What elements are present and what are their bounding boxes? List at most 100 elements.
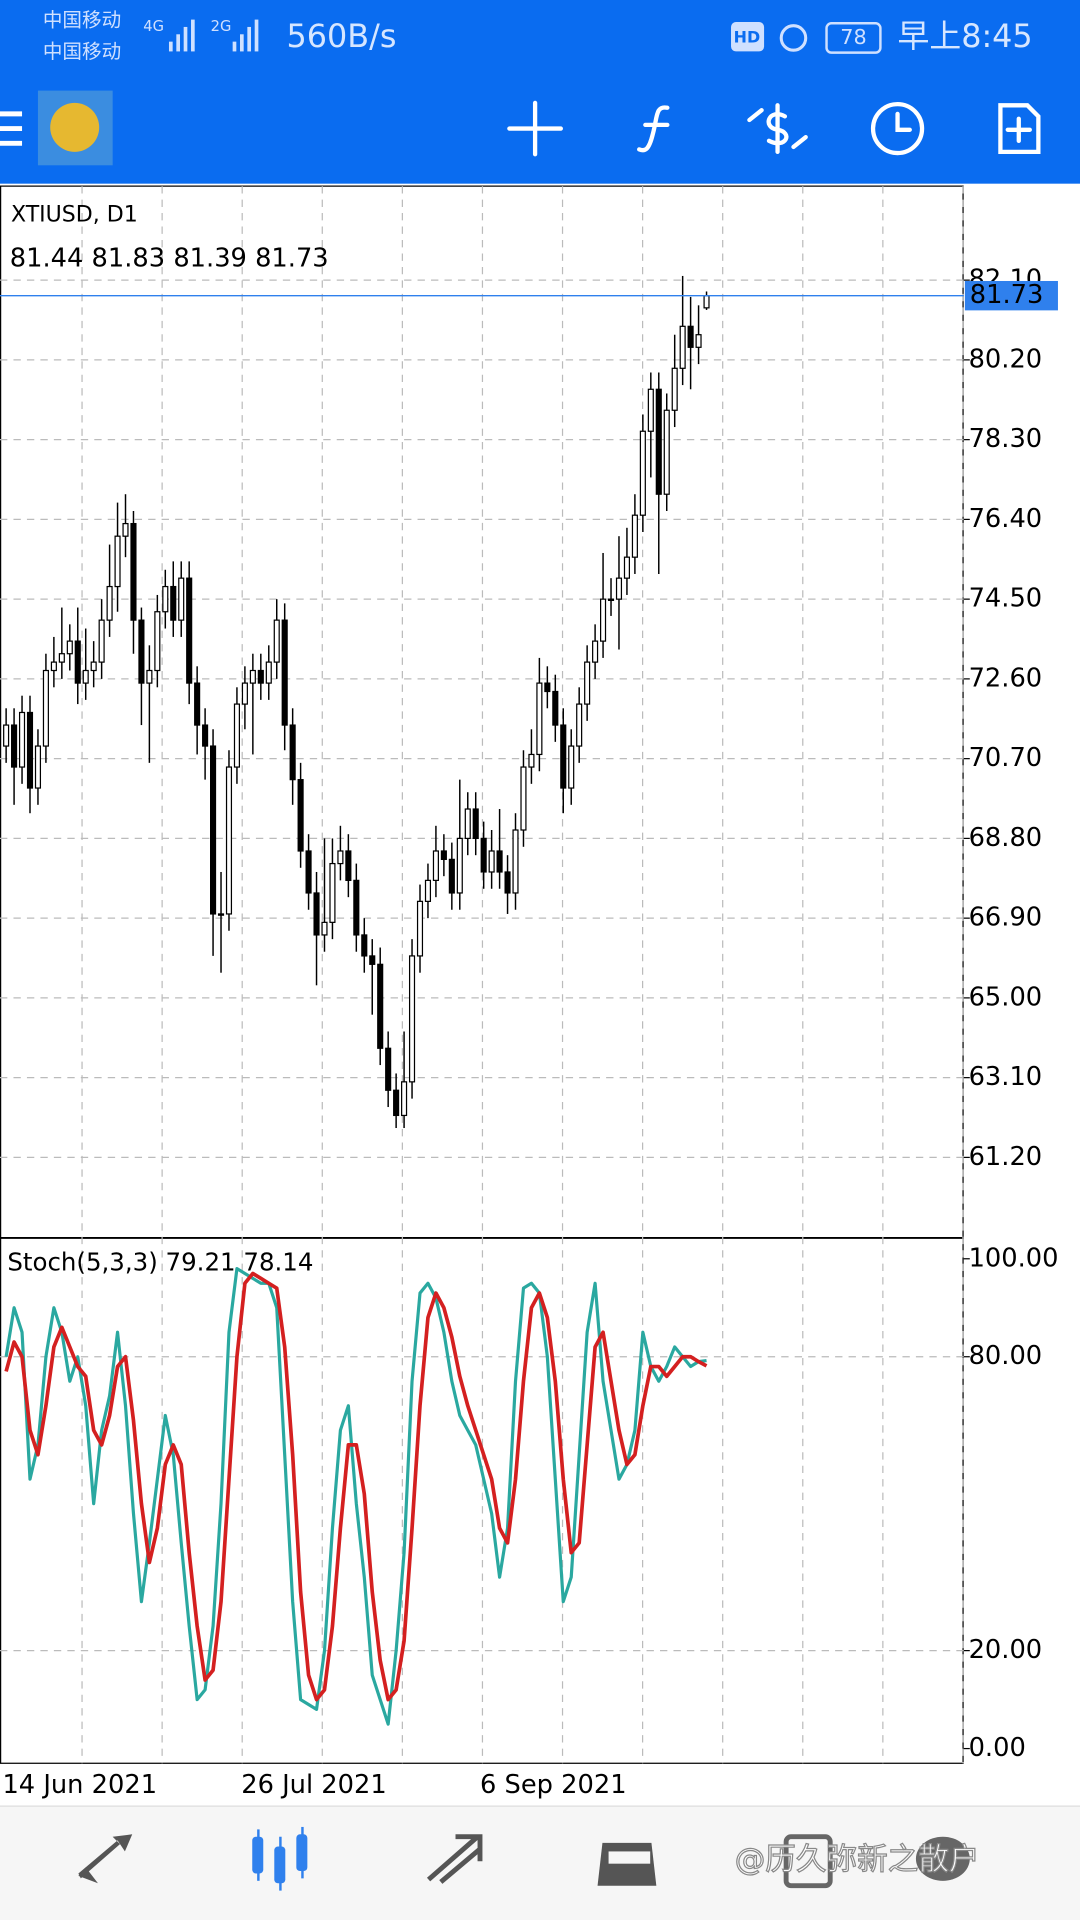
- candle-body: [424, 879, 432, 902]
- alarm-icon: [779, 24, 808, 52]
- y-tick-label: 72.60: [969, 663, 1043, 693]
- candle-body: [369, 955, 376, 965]
- y-tick-label: 78.30: [969, 424, 1043, 454]
- battery: 78: [840, 25, 866, 49]
- candle-body: [146, 669, 153, 684]
- quotes-tab[interactable]: [78, 1834, 133, 1884]
- watermark: @历久弥新之散户: [735, 1843, 980, 1878]
- candle-body: [544, 682, 551, 693]
- candle-body: [568, 745, 575, 789]
- candle-body: [170, 585, 177, 621]
- y-tick-label: 74.50: [969, 584, 1043, 614]
- chart-tab[interactable]: [252, 1826, 308, 1891]
- candle-body: [130, 522, 137, 621]
- candle-body: [408, 955, 416, 1083]
- candle-body: [122, 522, 129, 537]
- indicator-readout: Stoch(5,3,3) 79.21 78.14: [7, 1248, 313, 1277]
- carrier: 中国移动: [43, 8, 121, 31]
- candle-body: [512, 829, 519, 894]
- new-order-button[interactable]: [998, 103, 1041, 154]
- candle-body: [480, 837, 487, 873]
- candle-body: [82, 669, 89, 684]
- messages-tab[interactable]: [783, 1834, 970, 1889]
- hd: HD: [734, 27, 761, 46]
- trade-button[interactable]: [747, 103, 808, 154]
- candle-body: [194, 682, 201, 726]
- indicator-name: Stoch(5,3,3): [7, 1248, 157, 1277]
- candle-body: [337, 850, 344, 865]
- candle-body: [26, 711, 34, 789]
- candle-body: [18, 711, 26, 768]
- history-tab[interactable]: [597, 1842, 657, 1886]
- candle-body: [225, 766, 233, 915]
- candle-body: [249, 669, 256, 684]
- stoch-line: [4, 1266, 707, 1726]
- candle-body: [560, 724, 567, 789]
- close-value: 81.73: [255, 243, 329, 273]
- candle-body: [552, 690, 559, 726]
- speed: 560B/s: [287, 17, 397, 55]
- candle-body: [536, 682, 543, 756]
- candle-body: [217, 913, 225, 916]
- candle-body: [679, 325, 686, 369]
- candle-body: [377, 963, 384, 1049]
- grid: 61.20 63.10 65.00 66.90 68.80 70.70 72.60 74.50…: [0, 186, 1059, 1800]
- candle-body: [289, 724, 296, 781]
- main-value: 79.21: [166, 1248, 236, 1277]
- y-tick-label: 61.20: [969, 1142, 1043, 1172]
- candle-body: [448, 858, 455, 894]
- y-tick-label: 100.00: [969, 1243, 1059, 1273]
- candle-body: [58, 653, 65, 663]
- candle-body: [90, 661, 97, 672]
- trade-tab[interactable]: [426, 1834, 483, 1884]
- candle-body: [416, 900, 424, 957]
- x-tick-label: 26 Jul 2021: [241, 1770, 386, 1800]
- candle-body: [456, 837, 463, 894]
- y-tick-label: 65.00: [969, 982, 1043, 1012]
- bottom-nav: [0, 1806, 1080, 1920]
- x-tick-label: 14 Jun 2021: [2, 1770, 157, 1800]
- candle-body: [138, 619, 145, 684]
- candle-body: [464, 808, 471, 840]
- candle-body: [647, 388, 654, 432]
- y-tick-label: 0.00: [969, 1733, 1026, 1763]
- candle-body: [345, 850, 352, 881]
- high-value: 81.83: [92, 243, 166, 273]
- y-tick-label: 76.40: [969, 504, 1043, 534]
- candle-body: [114, 535, 121, 588]
- candle-body: [353, 879, 360, 936]
- candle-body: [488, 850, 495, 873]
- low-value: 81.39: [173, 243, 247, 273]
- candle-body: [186, 577, 193, 684]
- candle-body: [257, 669, 264, 684]
- candle-body: [576, 703, 583, 747]
- timeframe-button[interactable]: [870, 101, 925, 156]
- candle-body: [313, 892, 320, 936]
- menu-button[interactable]: [0, 111, 23, 146]
- candle-body: [520, 766, 527, 831]
- y-tick-label: 70.70: [969, 743, 1043, 773]
- candle-body: [329, 862, 336, 923]
- candle-body: [154, 611, 161, 672]
- candle-body: [202, 724, 209, 747]
- candle-body: [74, 640, 81, 684]
- candle-body: [241, 682, 248, 705]
- indicators-button[interactable]: [637, 105, 670, 153]
- x-tick-label: 6 Sep 2021: [480, 1770, 627, 1800]
- plot: 81.73: [0, 275, 1058, 1726]
- candle-body: [66, 640, 73, 655]
- crosshair-button[interactable]: [507, 100, 563, 157]
- network: 2G: [211, 18, 232, 35]
- candle-body: [265, 661, 272, 684]
- candle-body: [623, 556, 630, 579]
- candle-body: [584, 661, 591, 705]
- candle-body: [3, 724, 10, 747]
- candle-body: [305, 850, 312, 894]
- candle-body: [106, 585, 113, 621]
- y-tick-label: 80.20: [969, 344, 1043, 374]
- candle-body: [592, 640, 599, 663]
- candle-body: [631, 514, 638, 558]
- candle-body: [321, 921, 328, 936]
- candle-body: [440, 850, 447, 860]
